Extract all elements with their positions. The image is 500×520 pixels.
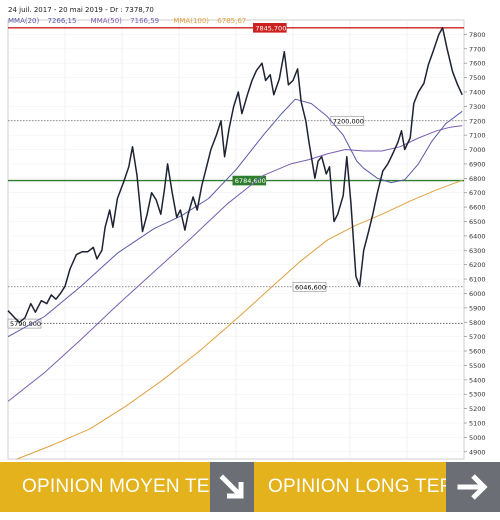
y-tick-label: 7100 [469, 132, 486, 140]
reference-label: 6046,600 [295, 283, 326, 291]
legend-mma100: MMA(100) 6785,67 [173, 17, 252, 25]
y-tick-label: 6900 [469, 160, 486, 168]
y-tick-label: 6300 [469, 247, 486, 255]
y-tick-label: 7200 [469, 117, 486, 125]
y-tick-label: 7600 [469, 60, 486, 68]
chart-svg: 4900 5000 5100 5200 5300 5400 5500 5600 5700 5800… [7, 19, 486, 460]
legend-mma20: MMA(20) 7266,15 [8, 17, 82, 25]
y-tick-label: 6200 [469, 261, 486, 269]
chart-legend: MMA(20) 7266,15 MMA(50) 7166,59 MMA(100)… [8, 17, 258, 25]
y-tick-label: 7500 [469, 74, 486, 82]
y-tick-label: 6100 [469, 276, 486, 284]
series-line [7, 125, 463, 402]
y-tick-label: 7700 [469, 45, 486, 53]
y-tick-label: 5700 [469, 333, 486, 341]
y-tick-label: 5600 [469, 348, 486, 356]
y-tick-label: 5900 [469, 304, 486, 312]
legend-mma20-value: 7266,15 [47, 17, 77, 25]
y-tick-label: 5000 [469, 434, 486, 442]
mid-term-arrow-box[interactable] [210, 462, 254, 512]
arrow-down-right-icon [219, 474, 244, 499]
y-tick-label: 6600 [469, 204, 486, 212]
y-tick-label: 7300 [469, 103, 486, 111]
arrow-right-icon [457, 474, 488, 500]
legend-mma100-value: 6785,67 [217, 17, 247, 25]
reference-label: 5790,800 [10, 320, 41, 328]
long-term-opinion-label: OPINION LONG TERME [268, 476, 483, 497]
y-tick-label: 5200 [469, 405, 486, 413]
y-tick-label: 4900 [469, 448, 486, 456]
legend-mma50-value: 7166,59 [130, 17, 160, 25]
y-tick-label: 5100 [469, 420, 486, 428]
legend-mma100-name: MMA(100) [173, 17, 210, 25]
long-term-arrow-box[interactable] [446, 462, 500, 512]
chart-period: 24 juil. 2017 - 20 mai 2019 - Dr : 7378,… [8, 6, 154, 14]
y-tick-label: 7400 [469, 88, 486, 96]
y-tick-label: 7000 [469, 146, 486, 154]
y-tick-label: 6400 [469, 232, 486, 240]
series-line [7, 98, 463, 338]
y-tick-label: 7800 [469, 31, 486, 39]
y-tick-label: 5500 [469, 362, 486, 370]
stock-chart: 4900 5000 5100 5200 5300 5400 5500 5600 5700 5800… [7, 6, 486, 460]
reference-label: 6784,600 [235, 177, 266, 185]
reference-label: 7200,000 [333, 117, 364, 125]
legend-mma20-name: MMA(20) [8, 17, 40, 25]
series-line [7, 27, 463, 324]
reference-label-box [292, 281, 327, 292]
y-tick-label: 6800 [469, 175, 486, 183]
reference-label-box [232, 175, 267, 186]
y-tick-label: 6700 [469, 189, 486, 197]
reference-label-box [253, 23, 287, 33]
y-tick-label: 6500 [469, 218, 486, 226]
legend-mma50-name: MMA(50) [90, 17, 122, 25]
y-tick-label: 5300 [469, 391, 486, 399]
series-line [16, 179, 463, 460]
y-tick-label: 5400 [469, 376, 486, 384]
opinion-banner: OPINION MOYEN TERME OPINION LONG TERME [0, 462, 500, 520]
long-term-opinion-button[interactable]: OPINION LONG TERME [254, 462, 482, 512]
legend-mma50: MMA(50) 7166,59 [91, 17, 165, 25]
y-tick-label: 6000 [469, 290, 486, 298]
y-tick-label: 5800 [469, 319, 486, 327]
reference-label: 7845,700 [255, 24, 286, 32]
mid-term-opinion-button[interactable]: OPINION MOYEN TERME [0, 462, 252, 512]
mid-term-opinion-label: OPINION MOYEN TERME [22, 476, 253, 497]
